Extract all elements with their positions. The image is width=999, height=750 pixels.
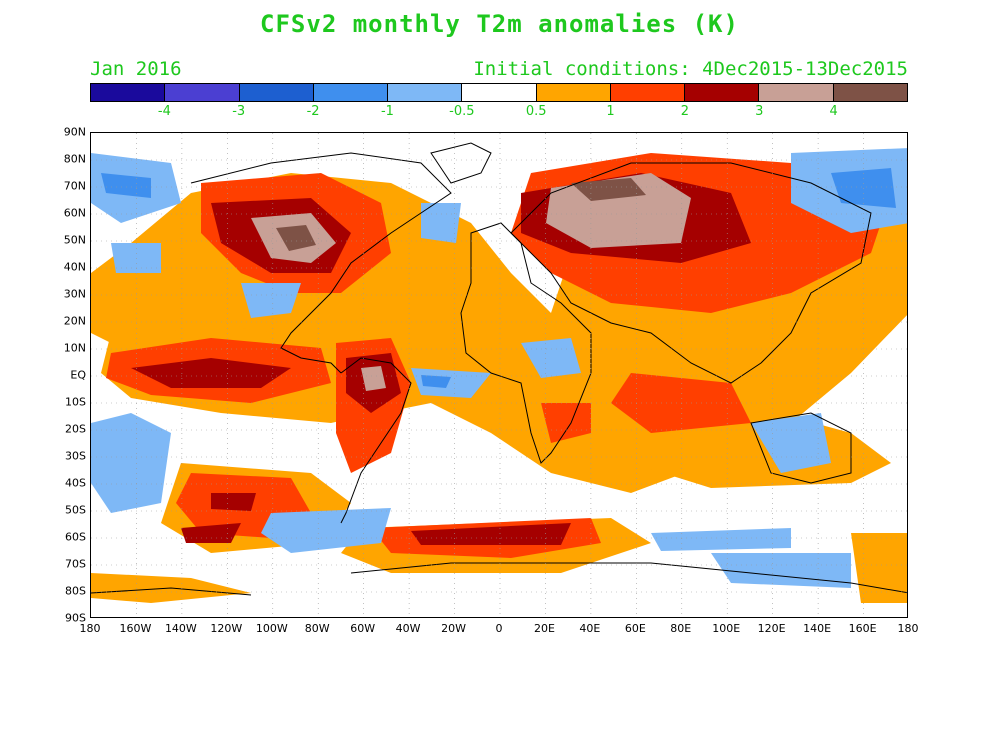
colorbar-tick-label: 2 <box>680 104 690 119</box>
longitude-tick-label: 60E <box>624 622 646 635</box>
longitude-tick-label: 60W <box>350 622 376 635</box>
latitude-tick-label: EQ <box>70 368 86 382</box>
latitude-tick-label: 90N <box>63 125 86 139</box>
anomaly-map <box>90 132 908 618</box>
colorbar-segment <box>759 84 834 101</box>
latitude-tick-label: 10N <box>63 341 86 355</box>
latitude-tick-label: 60S <box>65 530 86 544</box>
latitude-tick-label: 90S <box>65 611 86 625</box>
longitude-tick-label: 80W <box>304 622 330 635</box>
colorbar-tick-label: 3 <box>755 104 764 119</box>
longitude-tick-label: 160E <box>848 622 877 635</box>
latitude-tick-label: 60N <box>63 206 86 220</box>
colorbar-tick-label: -3 <box>232 104 246 119</box>
colorbar-tick-label: -0.5 <box>449 104 475 119</box>
latitude-tick-label: 30N <box>63 287 86 301</box>
map-title: CFSv2 monthly T2m anomalies (K) <box>260 10 739 38</box>
anomaly-field <box>91 133 907 617</box>
colorbar <box>90 83 908 102</box>
longitude-tick-label: 120W <box>210 622 243 635</box>
grid-lines <box>91 133 907 617</box>
longitude-tick-label: 140E <box>803 622 832 635</box>
longitude-tick-label: 0 <box>495 622 503 635</box>
colorbar-segment <box>536 84 611 101</box>
anomaly-shading <box>91 148 907 603</box>
longitude-tick-label: 180 <box>897 622 919 635</box>
colorbar-segment <box>313 84 389 101</box>
latitude-tick-label: 70S <box>65 557 86 571</box>
longitude-tick-label: 100E <box>712 622 741 635</box>
colorbar-segment <box>685 84 760 101</box>
latitude-tick-label: 80N <box>63 152 86 166</box>
colorbar-tick-label: -4 <box>157 104 171 119</box>
colorbar-segment <box>388 84 463 101</box>
colorbar-segment <box>91 84 166 101</box>
initial-conditions-label: Initial conditions: 4Dec2015-13Dec2015 <box>473 58 908 80</box>
latitude-tick-label: 20S <box>65 422 86 436</box>
latitude-tick-label: 40S <box>65 476 86 490</box>
latitude-tick-label: 40N <box>63 260 86 274</box>
colorbar-segment <box>239 84 314 101</box>
valid-month-label: Jan 2016 <box>90 58 182 80</box>
latitude-tick-label: 10S <box>65 395 86 409</box>
colorbar-segment <box>165 84 240 101</box>
longitude-tick-label: 40W <box>395 622 421 635</box>
colorbar-segment <box>610 84 686 101</box>
latitude-tick-label: 80S <box>65 584 86 598</box>
colorbar-tick-label: 0.5 <box>525 104 547 119</box>
colorbar-tick-label: -2 <box>306 104 320 119</box>
longitude-tick-label: 20E <box>533 622 555 635</box>
latitude-tick-label: 30S <box>65 449 86 463</box>
coastlines <box>91 142 907 596</box>
colorbar-segment <box>833 84 907 101</box>
longitude-tick-label: 80E <box>670 622 692 635</box>
latitude-tick-label: 70N <box>63 179 86 193</box>
latitude-tick-label: 50S <box>65 503 86 517</box>
longitude-tick-label: 180 <box>79 622 101 635</box>
longitude-tick-label: 140W <box>164 622 197 635</box>
longitude-tick-label: 40E <box>579 622 601 635</box>
longitude-tick-label: 120E <box>757 622 786 635</box>
colorbar-tick-label: -1 <box>380 104 394 119</box>
colorbar-tick-label: 1 <box>606 104 615 119</box>
colorbar-tick-label: 4 <box>829 104 838 119</box>
longitude-tick-label: 100W <box>255 622 288 635</box>
longitude-tick-label: 20W <box>441 622 466 635</box>
colorbar-segment <box>462 84 537 101</box>
longitude-tick-label: 160W <box>119 622 152 635</box>
latitude-tick-label: 50N <box>63 233 86 247</box>
latitude-tick-label: 20N <box>63 314 86 328</box>
